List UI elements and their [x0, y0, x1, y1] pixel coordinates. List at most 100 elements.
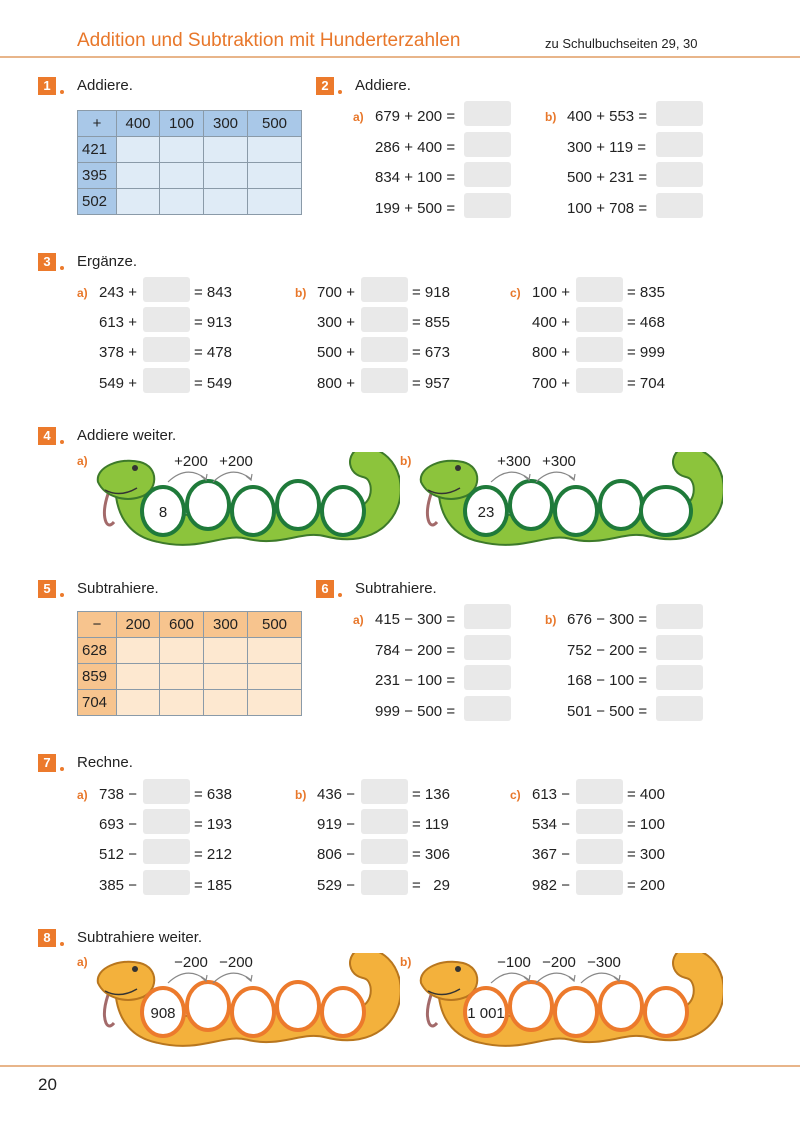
e6-answer-box[interactable]: [656, 665, 703, 690]
e7-equation-left: 512 −: [99, 846, 137, 864]
answer-cell[interactable]: [116, 663, 160, 690]
e7-answer-box[interactable]: [361, 779, 408, 804]
answer-cell[interactable]: [203, 162, 248, 189]
e2-answer-box[interactable]: [464, 131, 511, 157]
e3-part-label: a): [77, 286, 88, 300]
e3-answer-box[interactable]: [361, 277, 408, 302]
e7-answer-box[interactable]: [143, 839, 190, 865]
e6-equation: 999 − 500 =: [375, 702, 456, 720]
e6-answer-box[interactable]: [656, 634, 703, 660]
e4-part-label: a): [77, 454, 88, 468]
e8-part-label: a): [77, 955, 88, 969]
column-header: 300: [203, 110, 248, 137]
answer-cell[interactable]: [203, 188, 248, 215]
e3-equation-left: 700 +: [317, 284, 355, 301]
e6-answer-box[interactable]: [464, 695, 511, 721]
answer-cell[interactable]: [203, 637, 248, 664]
e2-answer-box[interactable]: [656, 162, 703, 187]
e3-answer-box[interactable]: [361, 337, 408, 363]
e3-answer-box[interactable]: [576, 337, 623, 363]
e7-answer-box[interactable]: [576, 839, 623, 865]
e7-equation-left: 385 −: [99, 876, 137, 894]
snake-answer-circle: [639, 485, 693, 537]
header-divider: [0, 56, 800, 58]
e2-answer-box[interactable]: [464, 162, 511, 187]
e7-answer-box[interactable]: [143, 779, 190, 804]
snake-mouth: [104, 487, 138, 495]
answer-cell[interactable]: [247, 136, 302, 163]
arrow-head: [523, 974, 531, 983]
e2-answer-box[interactable]: [656, 192, 703, 218]
arrow-head: [523, 473, 531, 482]
e3-answer-box[interactable]: [143, 337, 190, 363]
e3-answer-box[interactable]: [143, 307, 190, 333]
e8-snake-illustration: 908 −200 −200: [96, 953, 400, 1047]
answer-cell[interactable]: [159, 136, 204, 163]
e6-answer-box[interactable]: [656, 604, 703, 629]
snake-start-value: 1 001: [467, 1005, 505, 1022]
answer-cell[interactable]: [159, 188, 204, 215]
answer-cell[interactable]: [116, 162, 160, 189]
answer-cell[interactable]: [247, 637, 302, 664]
e7-answer-box[interactable]: [143, 869, 190, 895]
e7-part-label: a): [77, 788, 88, 802]
snake-start-value: 908: [150, 1005, 175, 1022]
e6-answer-box[interactable]: [656, 695, 703, 721]
answer-cell[interactable]: [116, 637, 160, 664]
snake-head: [96, 459, 156, 500]
e7-answer-box[interactable]: [576, 809, 623, 835]
e6-number-badge: 6: [316, 580, 342, 598]
answer-cell[interactable]: [247, 188, 302, 215]
e7-answer-box[interactable]: [361, 809, 408, 835]
step-label: +300: [542, 453, 576, 470]
e2-answer-box[interactable]: [656, 131, 703, 157]
e7-answer-box[interactable]: [576, 779, 623, 804]
e5-instruction: Subtrahiere.: [77, 580, 159, 597]
answer-cell[interactable]: [116, 136, 160, 163]
answer-cell[interactable]: [247, 162, 302, 189]
answer-cell[interactable]: [247, 663, 302, 690]
e6-answer-box[interactable]: [464, 604, 511, 629]
e1-instruction: Addiere.: [77, 77, 133, 94]
operator-cell: +: [77, 110, 117, 137]
e3-equation-left: 378 +: [99, 344, 137, 362]
e7-answer-box[interactable]: [361, 839, 408, 865]
e3-answer-box[interactable]: [143, 367, 190, 393]
e2-answer-box[interactable]: [656, 101, 703, 126]
e7-equation-left: 982 −: [532, 876, 570, 894]
e4-instruction: Addiere weiter.: [77, 427, 177, 444]
e3-answer-box[interactable]: [576, 277, 623, 302]
e2-answer-box[interactable]: [464, 192, 511, 218]
e7-equation-left: 738 −: [99, 786, 137, 803]
e3-part-label: c): [510, 286, 521, 300]
page-title: Addition und Subtraktion mit Hunderterza…: [77, 30, 461, 51]
e3-answer-box[interactable]: [361, 307, 408, 333]
answer-cell[interactable]: [203, 689, 248, 716]
answer-cell[interactable]: [116, 689, 160, 716]
snake-mouth: [104, 988, 138, 996]
snake-mouth: [427, 487, 461, 495]
e6-equation: 752 − 200 =: [567, 641, 648, 659]
e3-answer-box[interactable]: [361, 367, 408, 393]
e3-answer-box[interactable]: [576, 307, 623, 333]
answer-cell[interactable]: [159, 162, 204, 189]
e2-answer-box[interactable]: [464, 101, 511, 126]
e7-answer-box[interactable]: [576, 869, 623, 895]
answer-cell[interactable]: [159, 637, 204, 664]
e7-answer-box[interactable]: [143, 809, 190, 835]
arrow-head: [245, 974, 253, 983]
e3-answer-box[interactable]: [143, 277, 190, 302]
e7-equation-left: 613 −: [532, 786, 570, 803]
e6-answer-box[interactable]: [464, 665, 511, 690]
e6-equation: 231 − 100 =: [375, 672, 456, 689]
snake-tongue: [425, 493, 439, 527]
e3-answer-box[interactable]: [576, 367, 623, 393]
e7-answer-box[interactable]: [361, 869, 408, 895]
answer-cell[interactable]: [116, 188, 160, 215]
answer-cell[interactable]: [203, 663, 248, 690]
e6-answer-box[interactable]: [464, 634, 511, 660]
answer-cell[interactable]: [159, 663, 204, 690]
answer-cell[interactable]: [203, 136, 248, 163]
answer-cell[interactable]: [159, 689, 204, 716]
answer-cell[interactable]: [247, 689, 302, 716]
